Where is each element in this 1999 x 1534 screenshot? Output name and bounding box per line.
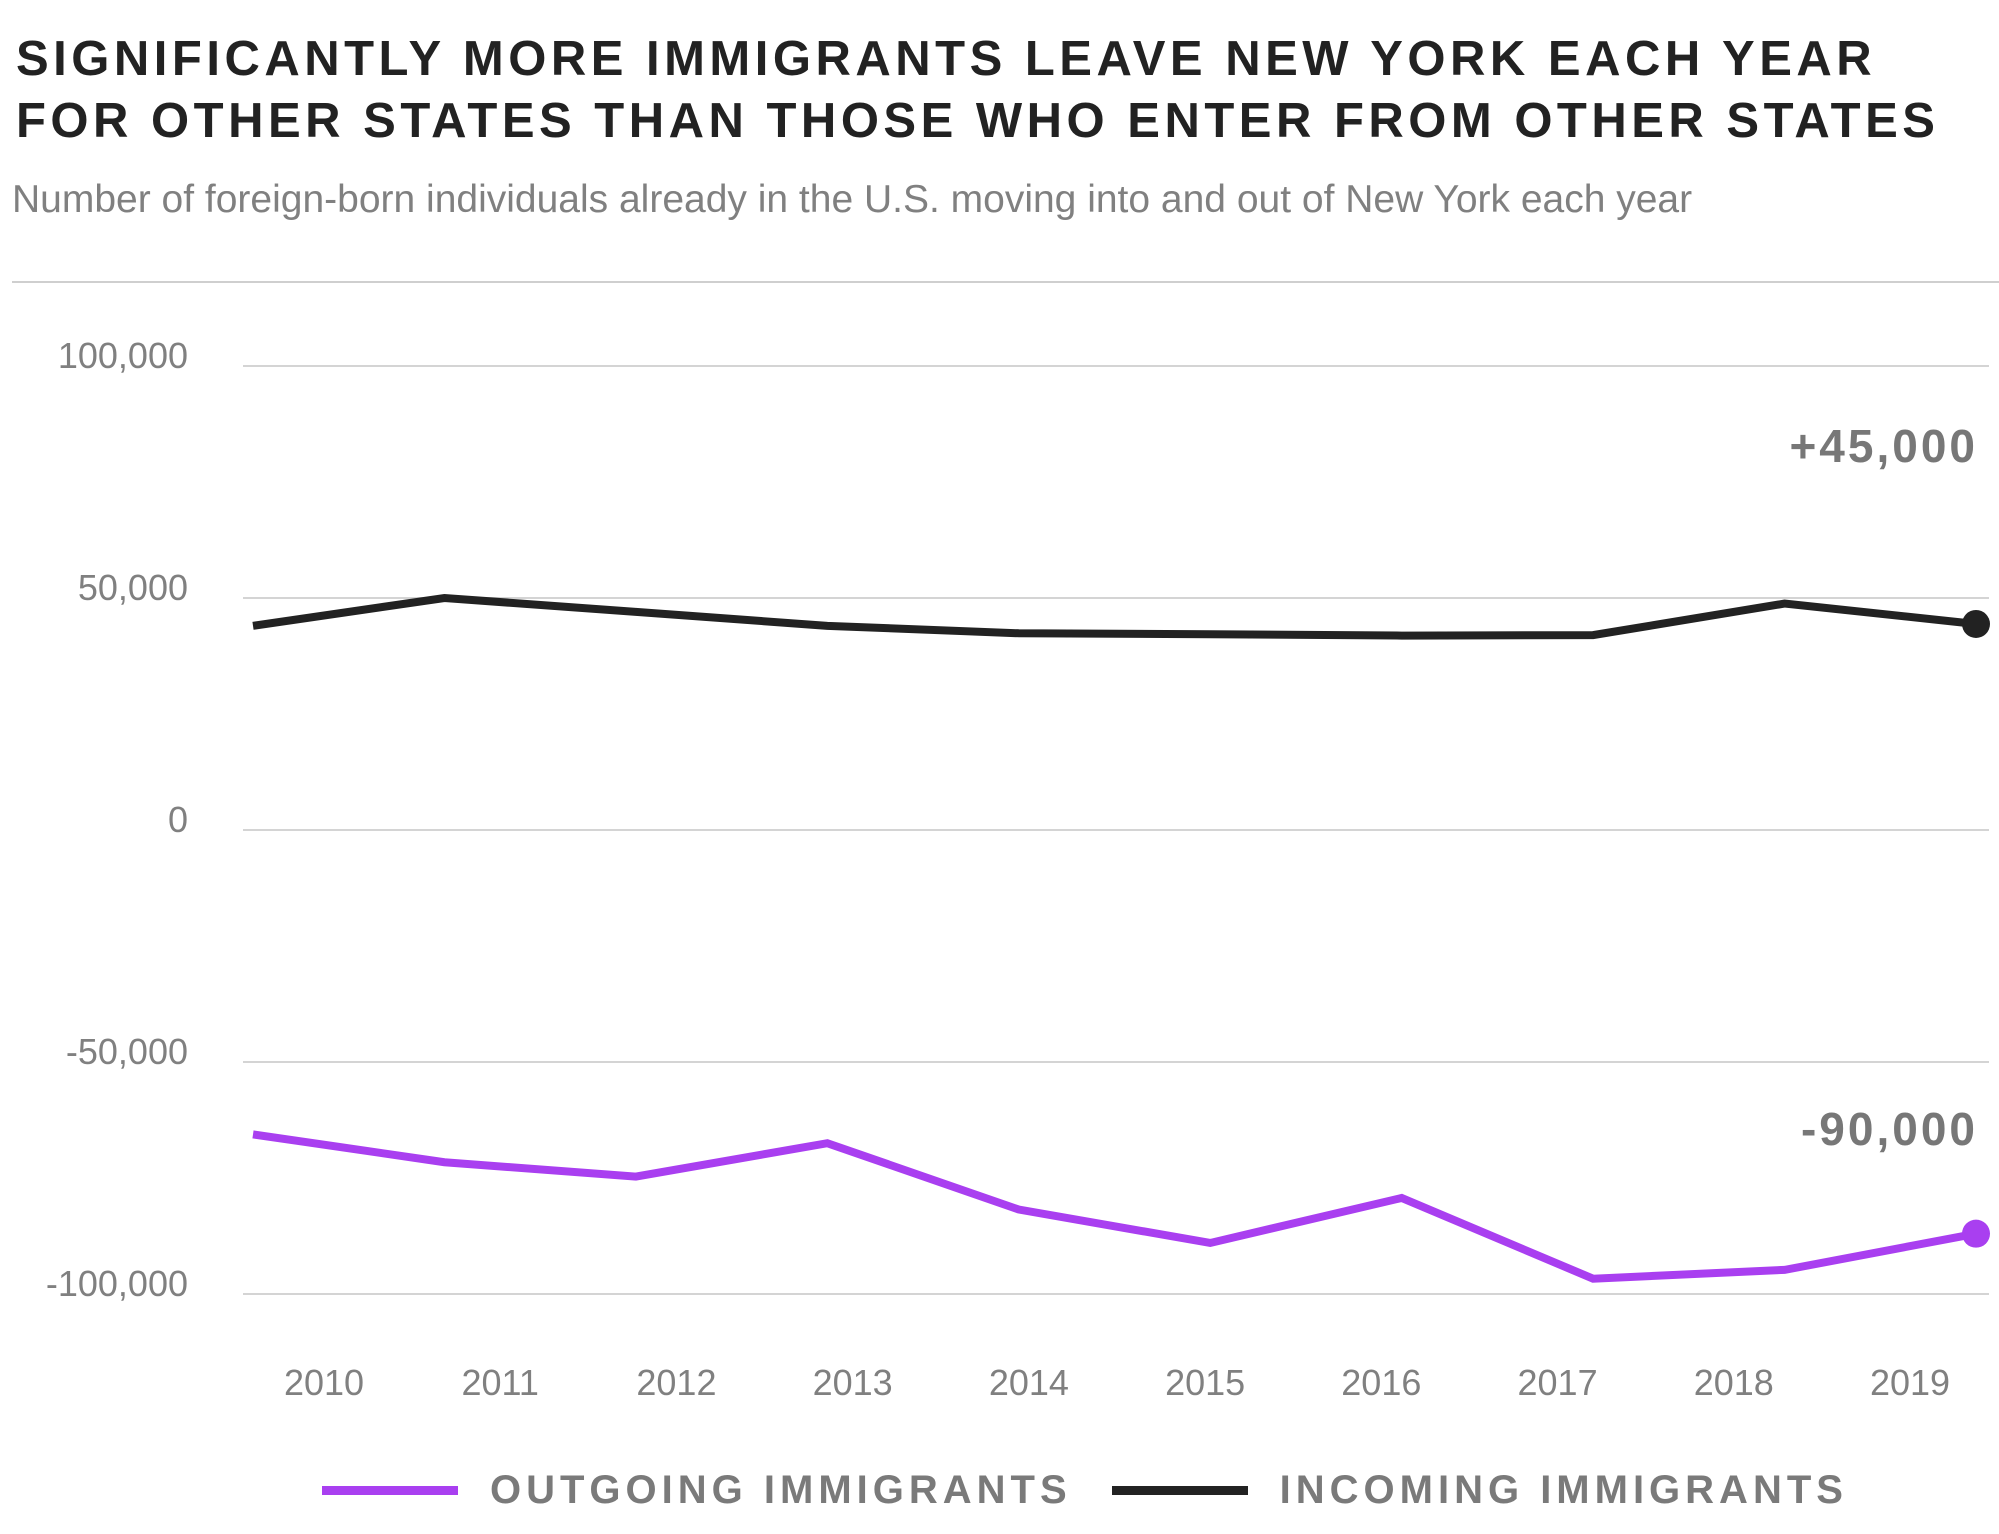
series-line-outgoing — [252, 1130, 1977, 1283]
legend-label-incoming: INCOMING IMMIGRANTS — [1279, 1468, 1848, 1512]
end-point-marker — [1962, 1219, 1990, 1248]
legend: OUTGOING IMMIGRANTS INCOMING IMMIGRANTS — [322, 1468, 1888, 1513]
y-tick-label: 100,000 — [58, 335, 188, 376]
chart-title: SIGNIFICANTLY MORE IMMIGRANTS LEAVE NEW … — [16, 28, 1939, 152]
header-divider — [12, 281, 1999, 283]
chart-subtitle: Number of foreign-born individuals alrea… — [12, 178, 1693, 221]
y-tick-label: 0 — [168, 799, 188, 840]
title-line-1: SIGNIFICANTLY MORE IMMIGRANTS LEAVE NEW … — [16, 32, 1877, 86]
y-tick-label: 50,000 — [78, 567, 188, 608]
end-label-incoming: +45,000 — [1789, 420, 1978, 472]
end-label-outgoing: -90,000 — [1801, 1103, 1978, 1155]
x-tick-label: 2016 — [1341, 1362, 1421, 1403]
end-point-marker — [1962, 609, 1990, 638]
x-tick-label: 2010 — [284, 1362, 364, 1403]
x-tick-label: 2018 — [1694, 1362, 1774, 1403]
series-line-incoming — [252, 593, 1977, 640]
x-tick-label: 2015 — [1165, 1362, 1245, 1403]
legend-item-outgoing: OUTGOING IMMIGRANTS — [322, 1468, 1072, 1513]
y-tick-label: -50,000 — [66, 1031, 188, 1072]
legend-label-outgoing: OUTGOING IMMIGRANTS — [490, 1468, 1072, 1512]
title-line-2: FOR OTHER STATES THAN THOSE WHO ENTER FR… — [16, 94, 1940, 148]
y-tick-label: -100,000 — [46, 1263, 188, 1304]
x-tick-label: 2019 — [1870, 1362, 1950, 1403]
legend-swatch-incoming — [1111, 1486, 1248, 1495]
x-tick-label: 2011 — [462, 1362, 539, 1403]
x-tick-label: 2013 — [813, 1362, 893, 1403]
legend-item-incoming: INCOMING IMMIGRANTS — [1111, 1468, 1848, 1513]
legend-swatch-outgoing — [322, 1486, 458, 1495]
x-tick-label: 2014 — [989, 1362, 1069, 1403]
x-tick-label: 2017 — [1518, 1362, 1598, 1403]
x-tick-label: 2012 — [636, 1362, 716, 1403]
